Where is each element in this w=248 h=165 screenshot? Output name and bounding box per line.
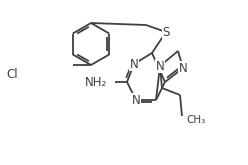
Text: NH₂: NH₂ (85, 76, 107, 88)
Text: CH₃: CH₃ (186, 115, 205, 125)
Text: N: N (179, 62, 187, 75)
Text: N: N (130, 57, 138, 70)
Text: Cl: Cl (6, 68, 18, 82)
Text: N: N (132, 94, 140, 106)
Text: S: S (162, 26, 170, 38)
Text: N: N (156, 60, 164, 72)
